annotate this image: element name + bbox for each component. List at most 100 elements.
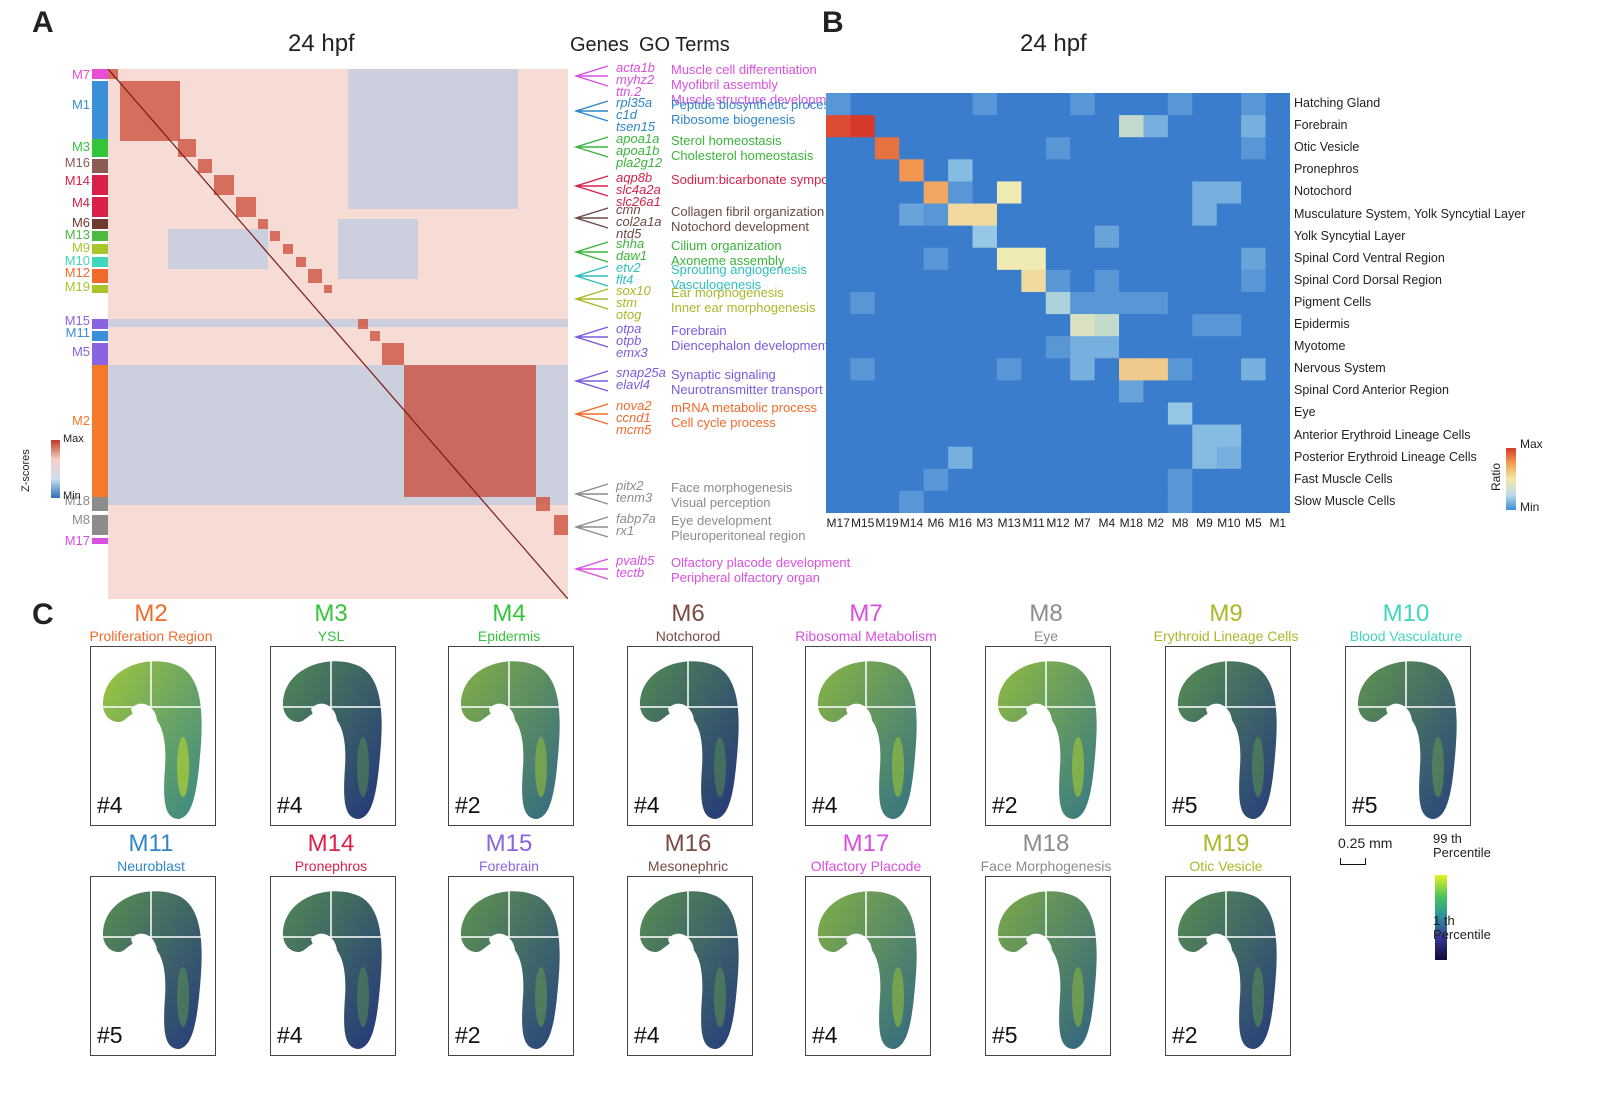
go-term: Notochord development <box>671 219 810 234</box>
heatmap-cell <box>1241 424 1267 448</box>
heatmap-cell <box>1167 291 1193 315</box>
heatmap-cell <box>1045 247 1071 271</box>
connector-arrow <box>573 265 609 287</box>
gene-name: apoa1a <box>616 131 660 146</box>
heatmap-cell <box>996 424 1022 448</box>
connector-arrow <box>573 558 609 580</box>
heatmap-cell <box>1167 380 1193 403</box>
heatmap-cell <box>899 468 925 492</box>
sample-tag: #2 <box>455 792 481 818</box>
heatmap-cell <box>1119 291 1144 315</box>
heatmap-cell <box>1216 380 1242 403</box>
module-subtitle: Proliferation Region <box>89 628 213 644</box>
yolk-gap <box>846 933 872 960</box>
panel-c-letter: C <box>32 598 54 631</box>
embryo-shape <box>817 891 917 1049</box>
heatmap-cell <box>1094 115 1120 138</box>
heatmap-cell <box>972 181 998 205</box>
gene-name: slc4a2a <box>616 182 661 197</box>
row-label: Epidermis <box>1294 317 1350 332</box>
heatmap-cell <box>972 358 998 381</box>
go-term: Pleuroperitoneal region <box>671 528 806 543</box>
heatmap-cell <box>899 314 925 337</box>
heatmap-cell <box>826 358 851 381</box>
heatmap-cell <box>1216 159 1242 182</box>
correlation-heatmap <box>108 69 568 599</box>
go-term: Olfactory placode development <box>671 555 851 570</box>
heatmap-cell <box>1143 247 1169 271</box>
module-subtitle: Mesonephric <box>647 858 729 874</box>
signal-region <box>714 737 726 797</box>
module-label-m8: M8 <box>71 512 90 527</box>
heatmap-cell <box>948 314 974 337</box>
panel-a-title: 24 hpf <box>288 30 355 57</box>
column-label: M6 <box>927 516 945 530</box>
heatmap-cell <box>874 336 900 359</box>
blue-band <box>168 229 268 269</box>
go-term: Cell cycle process <box>671 415 776 430</box>
heatmap-cell <box>1045 336 1071 359</box>
heatmap-cell <box>1143 424 1169 448</box>
heatmap-cell <box>899 247 925 271</box>
heatmap-cell <box>1167 468 1193 492</box>
heatmap-cell <box>826 269 851 293</box>
spatial-map-box: #4 <box>270 646 396 826</box>
module-subtitle: Epidermis <box>477 628 541 644</box>
heatmap-cell <box>1045 269 1071 293</box>
heatmap-cell <box>1241 490 1267 513</box>
module-bar-m19 <box>92 285 108 293</box>
heatmap-cell <box>899 203 925 227</box>
heatmap-cell <box>1216 490 1242 513</box>
gene-name: ntd5 <box>616 226 642 241</box>
module-bar-m8 <box>92 515 108 535</box>
gene-group: shha daw1 <box>616 237 648 263</box>
heatmap-cell <box>1192 181 1218 205</box>
connector-arrow <box>573 175 609 197</box>
module-bar-m6 <box>92 219 108 229</box>
heatmap-cell <box>850 424 876 448</box>
heatmap-cell <box>1021 490 1047 513</box>
heatmap-cell <box>923 159 949 182</box>
heatmap-cell <box>1094 269 1120 293</box>
heatmap-cell <box>996 159 1022 182</box>
heatmap-cell <box>826 380 851 403</box>
heatmap-cell <box>1241 93 1267 116</box>
heatmap-cell <box>972 159 998 182</box>
heatmap-cell <box>1070 159 1096 182</box>
go-term: Collagen fibril organization <box>671 204 825 219</box>
module-label-m3: M3 <box>71 139 90 154</box>
heatmap-cell <box>1119 269 1144 293</box>
column-label: M17 <box>826 516 850 530</box>
heatmap-cell <box>1094 247 1120 271</box>
gene-group: pitx2 tenm3 <box>616 479 652 504</box>
gene-name: daw1 <box>616 248 648 263</box>
zscore-min: Min <box>63 490 81 502</box>
heatmap-cell <box>1143 314 1169 337</box>
heatmap-cell <box>874 115 900 138</box>
heatmap-cell <box>874 225 900 249</box>
heatmap-cell <box>1094 159 1120 182</box>
heatmap-cell <box>874 402 900 426</box>
heatmap-cell <box>996 336 1022 359</box>
gene-name: sox10 <box>616 283 651 298</box>
heatmap-cell <box>874 468 900 492</box>
gene-name: ccnd1 <box>616 410 651 425</box>
heatmap-cell <box>1045 203 1071 227</box>
signal-region <box>535 737 547 797</box>
diagonal-block <box>258 219 268 229</box>
heatmap-cell <box>996 137 1022 160</box>
diagonal-block <box>120 81 180 141</box>
heatmap-cell <box>1070 314 1096 337</box>
module-label-m5: M5 <box>71 344 90 359</box>
embryo-shape <box>997 661 1097 819</box>
heatmap-cell <box>1216 93 1242 116</box>
embryo-map <box>1176 652 1277 819</box>
heatmap-cell <box>1167 115 1193 138</box>
yolk-gap <box>668 703 694 730</box>
heatmap-cell <box>1265 269 1290 293</box>
sample-tag: #2 <box>992 792 1018 818</box>
module-label-m10: M10 <box>64 253 90 268</box>
heatmap-cell <box>850 291 876 315</box>
heatmap-cell <box>948 380 974 403</box>
yolk-gap <box>311 933 337 960</box>
